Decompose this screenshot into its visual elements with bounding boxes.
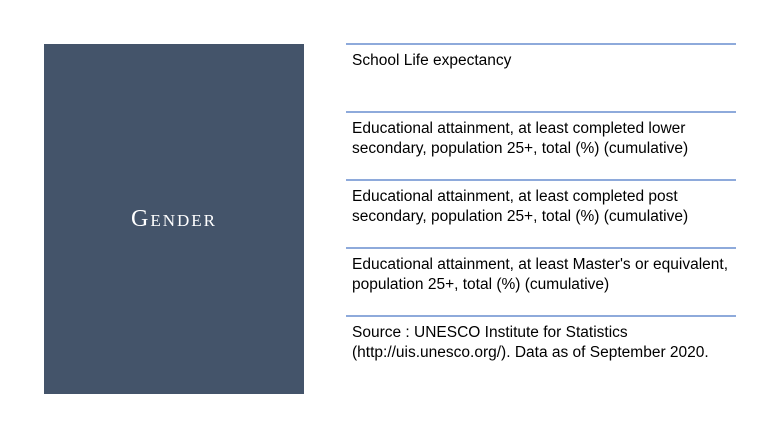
list-item: Educational attainment, at least complet… [346,111,736,179]
list-item: Educational attainment, at least complet… [346,179,736,247]
item-list: School Life expectancy Educational attai… [346,43,736,391]
title-panel: Gender [44,44,304,394]
list-item: Educational attainment, at least Master'… [346,247,736,315]
source-note: Source : UNESCO Institute for Statistics… [346,315,736,391]
slide-title: Gender [131,205,217,232]
list-item: School Life expectancy [346,43,736,111]
